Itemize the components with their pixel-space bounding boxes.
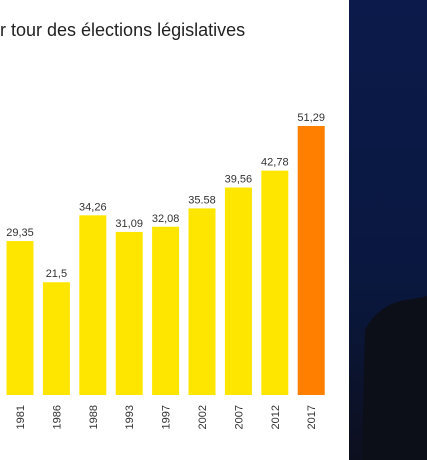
- plot: 29,35 1981 21,5 1986 34,26 1988 31,09 1993 32,08…: [6, 112, 325, 429]
- x-tick-label: 1997: [161, 405, 173, 429]
- x-tick-label: 1981: [15, 405, 27, 429]
- photo: [349, 0, 427, 460]
- chart-title: r tour des élections législatives: [0, 20, 245, 40]
- bar: [224, 187, 252, 395]
- bar: [42, 282, 70, 395]
- x-tick-label: 2017: [306, 405, 318, 429]
- value-label: 29,35: [6, 227, 34, 239]
- bar: [115, 231, 143, 395]
- x-tick-label: 2002: [197, 405, 209, 429]
- value-label: 51,29: [297, 112, 325, 124]
- value-label: 35.58: [188, 194, 216, 206]
- bar: [261, 170, 289, 395]
- value-label: 42,78: [261, 157, 289, 169]
- value-label: 34,26: [79, 201, 107, 213]
- value-label: 21,5: [46, 268, 67, 280]
- x-tick-label: 2007: [233, 405, 245, 429]
- bar: [152, 226, 180, 395]
- photo-figure: [362, 296, 427, 460]
- value-label: 32,08: [152, 213, 180, 225]
- bar: [188, 208, 216, 395]
- bar: [297, 126, 325, 395]
- x-tick-label: 1993: [124, 405, 136, 429]
- x-tick-label: 1986: [51, 405, 63, 429]
- x-tick-label: 1988: [88, 405, 100, 429]
- bar: [79, 215, 107, 395]
- x-tick-label: 2012: [270, 405, 282, 429]
- value-label: 31,09: [115, 218, 143, 230]
- value-label: 39,56: [225, 174, 253, 186]
- bar: [6, 241, 34, 395]
